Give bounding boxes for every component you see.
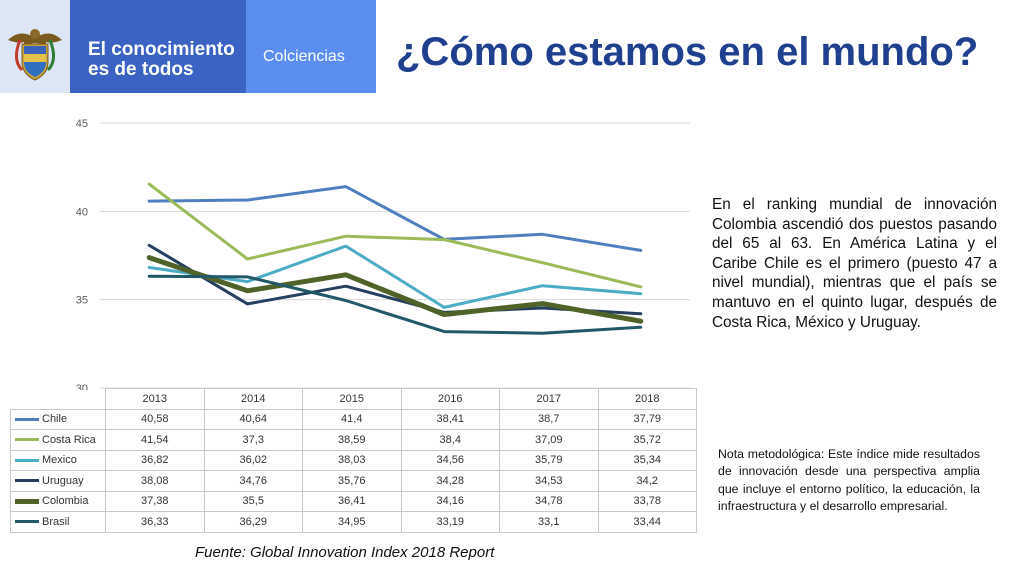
data-label: 41,54 xyxy=(105,429,205,451)
data-label: 37,38 xyxy=(105,490,205,512)
data-label: 36,33 xyxy=(105,511,205,533)
series-line-colombia xyxy=(146,255,644,324)
legend-entry: Colombia xyxy=(10,490,106,512)
legend-swatch xyxy=(15,417,39,421)
data-label: 38,59 xyxy=(302,429,402,451)
series-name: Brasil xyxy=(42,515,70,528)
coat-of-arms-logo xyxy=(0,0,70,93)
x-category-label: 2016 xyxy=(400,388,500,410)
data-label: 38,7 xyxy=(499,408,599,430)
data-label: 41,4 xyxy=(302,408,402,430)
legend-swatch xyxy=(15,438,39,442)
brand-text: El conocimiento es de todos xyxy=(88,40,235,80)
data-label: 38,41 xyxy=(400,408,500,430)
table-header-row: 2013 2014 2015 2016 2017 2018 xyxy=(10,388,697,410)
data-label: 34,16 xyxy=(400,490,500,512)
slide-title: ¿Cómo estamos en el mundo? xyxy=(396,30,979,74)
table-corner xyxy=(10,388,106,410)
org-block: Colciencias xyxy=(246,0,376,93)
data-label: 35,76 xyxy=(302,470,402,492)
data-label: 35,79 xyxy=(499,449,599,471)
series-name: Mexico xyxy=(42,454,77,467)
header-bar: El conocimiento es de todos Colciencias xyxy=(0,0,376,93)
body-text: En el ranking mundial de innovación Colo… xyxy=(712,196,997,331)
note-label: Nota metodológica: xyxy=(718,447,825,461)
series-line-costa-rica xyxy=(147,182,643,289)
data-label: 34,53 xyxy=(499,470,599,492)
data-label: 34,28 xyxy=(400,470,500,492)
source-caption: Fuente: Global Innovation Index 2018 Rep… xyxy=(195,544,495,561)
legend-entry: Brasil xyxy=(10,511,106,533)
legend-entry: Chile xyxy=(10,408,106,430)
data-table: 2013 2014 2015 2016 2017 2018 Chile 40,58 40,64 4… xyxy=(10,388,697,533)
x-category-label: 2014 xyxy=(203,388,303,410)
y-tick-label: 40 xyxy=(76,206,88,218)
x-category-label: 2017 xyxy=(499,388,599,410)
series-line-brasil xyxy=(147,274,643,335)
table-row: Brasil 36,33 36,29 34,95 33,19 33,1 33,44 xyxy=(10,511,697,533)
table-row: Mexico 36,82 36,02 38,03 34,56 35,79 35,34 xyxy=(10,449,697,471)
y-tick-label: 30 xyxy=(76,383,88,390)
legend-entry: Mexico xyxy=(10,449,106,471)
legend-swatch xyxy=(15,458,39,462)
org-name: Colciencias xyxy=(263,48,345,65)
data-label: 33,78 xyxy=(597,490,697,512)
legend-swatch xyxy=(15,479,39,483)
data-label: 35,72 xyxy=(597,429,697,451)
data-label: 40,58 xyxy=(105,408,205,430)
data-label: 34,95 xyxy=(302,511,402,533)
y-tick-label: 45 xyxy=(76,118,88,130)
x-category-label: 2013 xyxy=(105,388,205,410)
brand-line-2: es de todos xyxy=(88,59,194,80)
brand-block: El conocimiento es de todos xyxy=(70,0,246,93)
legend-swatch xyxy=(15,498,39,504)
legend-swatch xyxy=(15,520,39,524)
data-label: 37,09 xyxy=(499,429,599,451)
y-tick-label: 35 xyxy=(76,295,88,307)
series-name: Costa Rica xyxy=(42,433,96,446)
data-label: 37,79 xyxy=(597,408,697,430)
data-label: 34,76 xyxy=(203,470,303,492)
data-label: 37,3 xyxy=(203,429,303,451)
table-row: Costa Rica 41,54 37,3 38,59 38,4 37,09 35,72 xyxy=(10,429,697,451)
data-label: 40,64 xyxy=(203,408,303,430)
crest-icon xyxy=(8,29,62,81)
brand-line-1: El conocimiento xyxy=(88,39,235,60)
table-row: Colombia 37,38 35,5 36,41 34,16 34,78 33,78 xyxy=(10,490,697,512)
legend-entry: Costa Rica xyxy=(10,429,106,451)
series-name: Uruguay xyxy=(42,474,84,487)
data-label: 34,2 xyxy=(597,470,697,492)
data-label: 36,82 xyxy=(105,449,205,471)
data-label: 33,44 xyxy=(597,511,697,533)
data-label: 38,08 xyxy=(105,470,205,492)
data-label: 38,4 xyxy=(400,429,500,451)
data-label: 36,02 xyxy=(203,449,303,471)
data-label: 35,34 xyxy=(597,449,697,471)
data-label: 36,29 xyxy=(203,511,303,533)
data-label: 34,56 xyxy=(400,449,500,471)
series-name: Chile xyxy=(42,413,68,426)
series-name: Colombia xyxy=(42,495,89,508)
methodology-note: Nota metodológica: Este índice mide resu… xyxy=(718,446,980,516)
data-label: 33,1 xyxy=(499,511,599,533)
data-label: 34,78 xyxy=(499,490,599,512)
table-row: Chile 40,58 40,64 41,4 38,41 38,7 37,79 xyxy=(10,408,697,430)
note-body: Este índice mide resultados de innovació… xyxy=(718,447,980,514)
data-label: 38,03 xyxy=(302,449,402,471)
legend-entry: Uruguay xyxy=(10,470,106,492)
x-category-label: 2015 xyxy=(302,388,402,410)
line-chart: 30 35 40 45 xyxy=(76,118,690,390)
x-category-label: 2018 xyxy=(597,388,697,410)
data-label: 33,19 xyxy=(400,511,500,533)
data-label: 35,5 xyxy=(203,490,303,512)
data-label: 36,41 xyxy=(302,490,402,512)
series-line-mexico xyxy=(147,244,643,309)
table-row: Uruguay 38,08 34,76 35,76 34,28 34,53 34,2 xyxy=(10,470,697,492)
series-line-chile xyxy=(147,185,643,252)
